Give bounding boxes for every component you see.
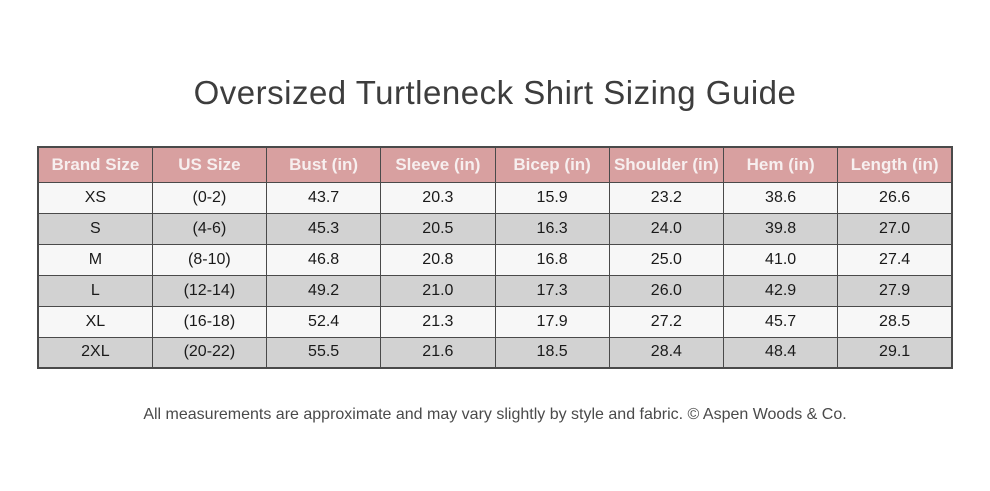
measurement-cell: 27.9: [837, 274, 953, 307]
table-row: L (12-14) 49.2 21.0 17.3 26.0 42.9 27.9: [37, 274, 953, 307]
measurement-cell: 46.8: [265, 243, 382, 276]
column-header: US Size: [151, 146, 268, 183]
measurement-cell: 23.2: [608, 181, 725, 214]
brand-size-cell: XS: [37, 181, 153, 214]
measurement-cell: 52.4: [265, 305, 382, 338]
measurement-cell: 24.0: [608, 212, 725, 245]
measurement-cell: 48.4: [722, 336, 839, 369]
measurement-cell: (0-2): [151, 181, 268, 214]
measurement-cell: 16.8: [494, 243, 610, 276]
column-header: Bicep (in): [494, 146, 610, 183]
brand-size-cell: L: [37, 274, 153, 307]
measurement-cell: 55.5: [265, 336, 382, 369]
table-row: XS (0-2) 43.7 20.3 15.9 23.2 38.6 26.6: [37, 181, 953, 214]
measurement-cell: (16-18): [151, 305, 268, 338]
measurement-cell: 45.3: [265, 212, 382, 245]
measurement-cell: 27.0: [837, 212, 953, 245]
table-body: XS (0-2) 43.7 20.3 15.9 23.2 38.6 26.6 S (4-6) 45.…: [37, 181, 953, 369]
measurement-cell: 16.3: [494, 212, 610, 245]
table-row: 2XL (20-22) 55.5 21.6 18.5 28.4 48.4 29.1: [37, 336, 953, 369]
measurement-cell: 28.4: [608, 336, 725, 369]
measurement-cell: 21.0: [380, 274, 496, 307]
measurement-cell: 17.3: [494, 274, 610, 307]
measurement-cell: 17.9: [494, 305, 610, 338]
table-row: XL (16-18) 52.4 21.3 17.9 27.2 45.7 28.5: [37, 305, 953, 338]
measurement-cell: (4-6): [151, 212, 268, 245]
measurement-cell: 21.3: [380, 305, 496, 338]
measurement-cell: 45.7: [722, 305, 839, 338]
measurement-cell: 42.9: [722, 274, 839, 307]
page-title: Oversized Turtleneck Shirt Sizing Guide: [193, 74, 797, 111]
measurement-cell: 26.6: [837, 181, 953, 214]
measurement-cell: 25.0: [608, 243, 725, 276]
measurement-cell: (20-22): [151, 336, 268, 369]
measurement-cell: 28.5: [837, 305, 953, 338]
measurement-cell: 49.2: [265, 274, 382, 307]
table-row: S (4-6) 45.3 20.5 16.3 24.0 39.8 27.0: [37, 212, 953, 245]
table-head: Brand Size US Size Bust (in) Sleeve (in) Bic…: [37, 146, 953, 183]
measurement-cell: (12-14): [151, 274, 268, 307]
measurement-cell: 27.2: [608, 305, 725, 338]
measurement-cell: 15.9: [494, 181, 610, 214]
measurement-cell: 38.6: [722, 181, 839, 214]
column-header: Sleeve (in): [380, 146, 496, 183]
brand-size-cell: 2XL: [37, 336, 153, 369]
column-header: Hem (in): [722, 146, 839, 183]
measurement-cell: 20.8: [380, 243, 496, 276]
measurement-cell: 26.0: [608, 274, 725, 307]
column-header: Bust (in): [265, 146, 382, 183]
brand-size-cell: XL: [37, 305, 153, 338]
measurement-cell: 29.1: [837, 336, 953, 369]
column-header: Length (in): [837, 146, 953, 183]
brand-size-cell: M: [37, 243, 153, 276]
measurement-cell: 39.8: [722, 212, 839, 245]
measurement-cell: (8-10): [151, 243, 268, 276]
measurement-cell: 27.4: [837, 243, 953, 276]
footer-note: All measurements are approximate and may…: [143, 406, 847, 423]
column-header: Brand Size: [37, 146, 153, 183]
brand-size-cell: S: [37, 212, 153, 245]
measurement-cell: 18.5: [494, 336, 610, 369]
sizing-table: Brand Size US Size Bust (in) Sleeve (in) Bic…: [37, 146, 953, 369]
column-header: Shoulder (in): [608, 146, 725, 183]
measurement-cell: 21.6: [380, 336, 496, 369]
measurement-cell: 20.3: [380, 181, 496, 214]
measurement-cell: 20.5: [380, 212, 496, 245]
table-row: M (8-10) 46.8 20.8 16.8 25.0 41.0 27.4: [37, 243, 953, 276]
measurement-cell: 43.7: [265, 181, 382, 214]
measurement-cell: 41.0: [722, 243, 839, 276]
table-header-row: Brand Size US Size Bust (in) Sleeve (in) Bic…: [37, 146, 953, 183]
